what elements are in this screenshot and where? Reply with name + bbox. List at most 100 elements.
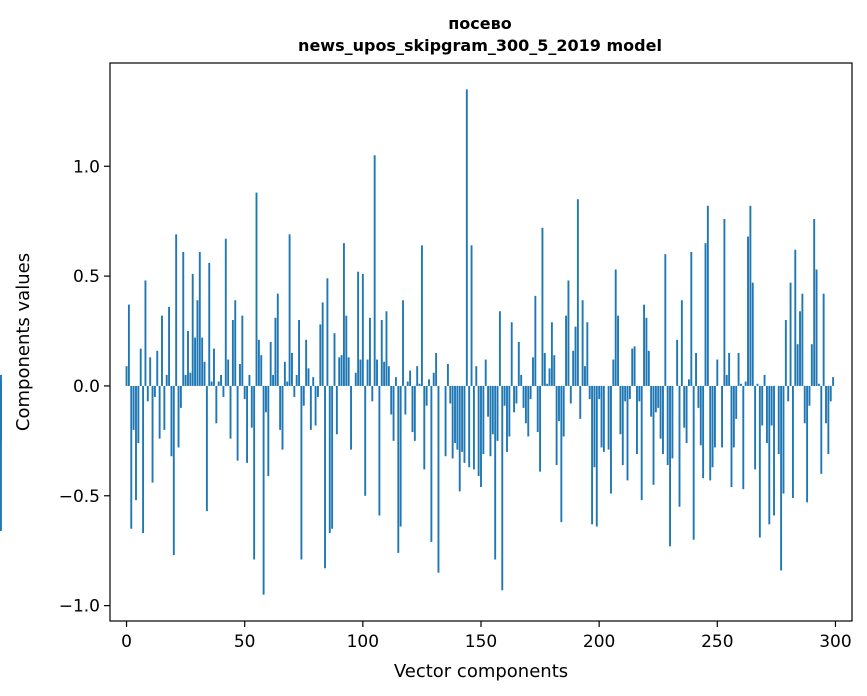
bar-74 <box>300 385 303 560</box>
bar-142 <box>461 385 464 452</box>
bar-56 <box>257 339 260 386</box>
bar-220 <box>645 317 648 386</box>
bar-248 <box>711 385 714 468</box>
bar-235 <box>680 300 683 386</box>
bar-65 <box>279 385 282 430</box>
bar-128 <box>428 379 430 386</box>
bar-80 <box>314 385 317 426</box>
bar-216 <box>636 385 638 455</box>
bar-219 <box>643 304 645 386</box>
bar-77 <box>307 368 310 386</box>
bar-200 <box>598 385 601 400</box>
bar-73 <box>298 320 300 386</box>
bar-165 <box>515 385 518 404</box>
bar-185 <box>562 385 565 437</box>
bar-31 <box>198 251 201 386</box>
bar-108 <box>380 320 383 386</box>
bar-294 <box>820 385 823 474</box>
bar-194 <box>584 366 586 386</box>
bar-140 <box>456 385 459 450</box>
bar-24 <box>182 251 185 386</box>
x-tick-label: 50 <box>234 632 256 652</box>
bar-151 <box>482 385 485 455</box>
bar-164 <box>513 385 516 413</box>
bar-163 <box>510 322 513 386</box>
bar-272 <box>768 385 771 525</box>
bar-69 <box>288 234 291 386</box>
bar-259 <box>737 352 740 386</box>
bar-226 <box>659 385 662 439</box>
bar-113 <box>392 385 395 441</box>
bar-292 <box>815 269 818 386</box>
x-tick-label: 300 <box>819 632 851 652</box>
plot-frame <box>109 62 853 622</box>
bar-55 <box>255 192 258 386</box>
bar-236 <box>683 385 686 428</box>
bar-86 <box>328 385 331 534</box>
bar-25 <box>184 374 187 386</box>
bar-107 <box>378 385 381 516</box>
chart-title: посево <box>448 14 512 33</box>
bar-92 <box>343 243 345 386</box>
bar-201 <box>600 385 603 448</box>
bar-196 <box>588 385 591 400</box>
bar-242 <box>697 385 700 408</box>
bar-212 <box>626 385 629 481</box>
bar-207 <box>614 269 617 386</box>
bar-47 <box>236 385 239 461</box>
bar-195 <box>586 322 589 386</box>
x-tick-label: 0 <box>121 632 132 652</box>
bar-252 <box>721 385 723 448</box>
bar-247 <box>709 385 712 481</box>
bar-103 <box>368 317 371 386</box>
bar-93 <box>345 315 348 386</box>
bar-161 <box>506 385 508 452</box>
bar-246 <box>706 205 709 386</box>
bar-64 <box>276 293 279 386</box>
bar-68 <box>286 381 289 386</box>
bar-279 <box>784 320 787 386</box>
bar-95 <box>350 385 352 450</box>
bar-202 <box>602 385 605 452</box>
bar-206 <box>612 359 615 386</box>
bar-295 <box>822 293 825 386</box>
bar-114 <box>394 377 397 386</box>
bar-229 <box>666 385 669 466</box>
bar-17 <box>165 374 168 386</box>
bar-199 <box>595 385 598 527</box>
bar-5 <box>137 385 140 444</box>
bar-28 <box>191 273 194 386</box>
bar-231 <box>671 385 674 459</box>
bar-281 <box>789 282 792 386</box>
bar-138 <box>451 385 454 459</box>
x-tick-label: 250 <box>701 632 733 652</box>
x-tick-label: 100 <box>347 632 379 652</box>
bar-170 <box>527 385 530 437</box>
bar-280 <box>787 385 790 402</box>
bar-79 <box>312 377 315 386</box>
bar-215 <box>633 346 636 386</box>
bar-88 <box>333 333 336 386</box>
bar-148 <box>475 366 478 386</box>
bar-289 <box>808 385 811 406</box>
bar-143 <box>463 385 466 463</box>
bar-261 <box>742 385 745 490</box>
bar-90 <box>338 357 341 386</box>
bar-83 <box>321 302 324 386</box>
bar-277 <box>780 385 783 571</box>
bar-227 <box>662 385 664 455</box>
bar-52 <box>248 374 251 386</box>
bar-undefined <box>0 385 2 531</box>
bar-217 <box>638 385 641 402</box>
bar-158 <box>498 311 501 386</box>
bar-51 <box>246 385 248 463</box>
bar-168 <box>522 385 525 408</box>
bar-62 <box>272 374 274 386</box>
bar-111 <box>387 366 390 386</box>
y-tick-label: −1.0 <box>59 597 100 617</box>
bar-27 <box>189 372 192 386</box>
bar-171 <box>529 385 532 400</box>
bar-13 <box>156 350 159 386</box>
bar-119 <box>406 381 409 386</box>
bar-54 <box>253 385 256 560</box>
